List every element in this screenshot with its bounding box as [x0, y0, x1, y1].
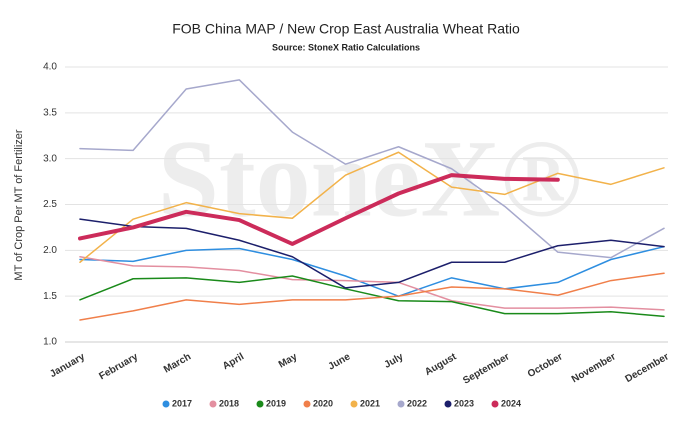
series-line: [78, 173, 560, 246]
x-tick-label: March: [162, 351, 193, 375]
legend-label: 2023: [454, 398, 474, 408]
y-tick-label: 3.0: [43, 153, 57, 164]
x-tick-label: January: [48, 351, 87, 380]
y-tick-label: 2.0: [43, 245, 57, 256]
legend-marker: [256, 400, 264, 408]
chart-title: FOB China MAP / New Crop East Australia …: [172, 21, 520, 37]
series-line: [79, 79, 665, 259]
legend-marker: [350, 400, 358, 408]
legend-label: 2021: [360, 398, 380, 408]
legend-label: 2018: [219, 398, 239, 408]
legend-marker: [444, 400, 452, 408]
x-tick-label: November: [570, 351, 618, 385]
x-tick-label: April: [221, 351, 246, 372]
y-tick-label: 4.0: [43, 62, 57, 73]
y-tick-label: 1.0: [43, 337, 57, 348]
x-tick-label: September: [461, 351, 511, 386]
legend-label: 2019: [266, 398, 286, 408]
series-line: [79, 218, 665, 289]
series-line: [79, 275, 665, 318]
chart-subtitle: Source: StoneX Ratio Calculations: [272, 42, 420, 52]
series-line: [79, 151, 665, 263]
series-line: [79, 256, 665, 311]
legend-label: 2020: [313, 398, 333, 408]
legend-marker: [397, 400, 405, 408]
y-tick-label: 3.5: [43, 107, 57, 118]
legend-label: 2024: [501, 398, 521, 408]
series-line: [79, 272, 665, 321]
x-tick-label: October: [526, 351, 565, 380]
x-tick-label: July: [383, 351, 406, 371]
x-tick-label: May: [277, 351, 300, 370]
y-axis-label: MT of Crop Per MT of Fertilizer: [13, 129, 25, 281]
legend-marker: [303, 400, 311, 408]
x-tick-label: December: [623, 351, 670, 385]
y-tick-label: 2.5: [43, 199, 57, 210]
legend-label: 2022: [407, 398, 427, 408]
legend-marker: [162, 400, 170, 408]
y-tick-label: 1.5: [43, 291, 57, 302]
legend-marker: [209, 400, 217, 408]
series-line: [79, 245, 665, 297]
x-tick-label: August: [423, 351, 459, 378]
legend-marker: [491, 400, 499, 408]
legend-label: 2017: [172, 398, 192, 408]
x-tick-label: February: [97, 351, 140, 382]
x-tick-label: June: [327, 351, 353, 372]
